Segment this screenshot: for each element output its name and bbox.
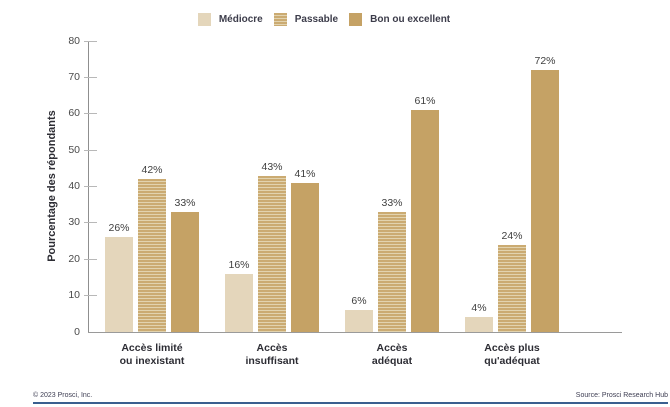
bar-series1-group1 (105, 237, 133, 332)
bar-series3-group2 (291, 182, 319, 332)
bar-value-label: 26% (108, 222, 130, 235)
y-tick-label: 50 (68, 143, 80, 156)
x-category-label-line: Accès (376, 342, 408, 354)
y-tick-label: 70 (68, 70, 80, 83)
y-tick (84, 149, 97, 151)
bar-series1-group3 (345, 310, 373, 332)
bar-value-label: 33% (381, 196, 403, 209)
bar-value-label: 42% (141, 164, 163, 177)
y-tick (84, 258, 97, 260)
legend-label: Passable (294, 14, 339, 25)
legend-item: Médiocre (197, 13, 263, 26)
y-tick-label: 20 (68, 252, 80, 265)
legend-label: Bon ou excellent (370, 14, 451, 25)
legend-label: Médiocre (218, 14, 263, 25)
y-tick (84, 113, 97, 115)
bar-value-label: 43% (261, 160, 283, 173)
legend: Médiocre Passable Bon ou excellent (0, 12, 648, 27)
bar-value-label: 24% (501, 229, 523, 242)
x-category-label: Accès adéquat (332, 342, 452, 367)
y-tick-label: 60 (68, 107, 80, 120)
source-text: Source: Prosci Research Hub (575, 392, 668, 399)
footer-divider-line (33, 402, 668, 404)
y-tick-label: 80 (68, 34, 80, 47)
x-category-label: Accès insuffisant (212, 342, 332, 367)
bar-value-label: 4% (471, 302, 487, 315)
x-category-label-line: Accès limité (121, 342, 183, 354)
y-tick (84, 76, 97, 78)
bar-value-label: 16% (228, 258, 250, 271)
x-category-label-line: adéquat (371, 354, 413, 367)
bar-value-label: 72% (534, 55, 556, 68)
x-category-label-line: Accès (256, 342, 288, 354)
bar-series2-group1 (138, 179, 166, 332)
x-category-label-line: qu'adéquat (484, 354, 540, 367)
bar-series2-group2 (258, 175, 286, 332)
bar-value-label: 33% (174, 196, 196, 209)
bar-series2-group3 (378, 211, 406, 332)
bar-value-label: 6% (351, 295, 367, 308)
y-tick-label: 40 (68, 180, 80, 192)
bar-series3-group4 (531, 70, 559, 332)
legend-item: Passable (273, 13, 339, 26)
bar-series3-group1 (171, 211, 199, 332)
y-tick (84, 40, 97, 42)
bar-series1-group2 (225, 273, 253, 332)
legend-swatch-3 (349, 13, 363, 26)
copyright-text: © 2023 Prosci, Inc. (33, 392, 93, 399)
x-category-label-line: Accès plus (484, 342, 540, 354)
legend-item: Bon ou excellent (349, 13, 450, 26)
y-tick (84, 222, 97, 224)
x-category-label: Accès plus qu'adéquat (452, 342, 572, 367)
x-axis-line (88, 331, 622, 334)
legend-swatch-1 (197, 13, 211, 26)
x-category-label-line: insuffisant (245, 354, 299, 367)
bar-series1-group4 (465, 317, 493, 332)
y-tick (84, 295, 97, 297)
x-category-label-line: ou inexistant (119, 354, 185, 367)
bar-series2-group4 (498, 244, 526, 332)
y-tick-label: 0 (74, 325, 80, 338)
bar-value-label: 61% (414, 95, 436, 108)
legend-swatch-2 (273, 13, 287, 26)
bar-value-label: 41% (294, 167, 316, 180)
y-tick-label: 30 (68, 216, 80, 229)
y-tick (84, 186, 97, 187)
bar-series3-group3 (411, 110, 439, 332)
x-category-label: Accès limité ou inexistant (92, 342, 212, 367)
y-tick-label: 10 (68, 289, 80, 302)
